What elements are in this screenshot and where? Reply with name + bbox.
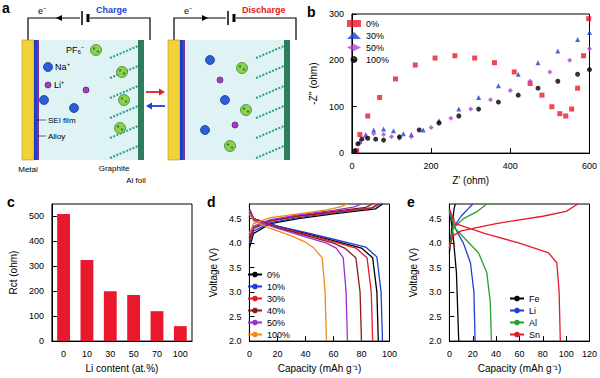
svg-text:60: 60: [514, 349, 524, 359]
svg-text:2.0: 2.0: [429, 336, 442, 346]
svg-text:Rct (ohm): Rct (ohm): [8, 251, 19, 295]
svg-text:Voltage (V): Voltage (V): [208, 248, 219, 297]
svg-text:80: 80: [538, 349, 548, 359]
svg-text:Na⁺: Na⁺: [55, 62, 70, 72]
svg-text:Metal: Metal: [18, 165, 38, 174]
svg-text:3.0: 3.0: [429, 287, 442, 297]
svg-text:600: 600: [582, 161, 597, 171]
svg-text:100%: 100%: [366, 55, 389, 65]
svg-text:SEI film: SEI film: [48, 116, 76, 125]
svg-text:500: 500: [29, 211, 44, 221]
svg-text:e⁻: e⁻: [38, 6, 46, 16]
svg-text:e: e: [407, 194, 415, 210]
svg-text:0%: 0%: [366, 19, 379, 29]
svg-text:20: 20: [468, 349, 478, 359]
svg-text:120: 120: [582, 349, 597, 359]
svg-text:Sn: Sn: [529, 330, 540, 340]
svg-text:50: 50: [129, 349, 139, 359]
svg-text:-Z'' (ohm): -Z'' (ohm): [308, 62, 319, 104]
svg-text:400: 400: [29, 236, 44, 246]
svg-text:50%: 50%: [366, 43, 384, 53]
svg-text:0: 0: [247, 349, 252, 359]
svg-text:Capacity (mAh g⁻¹): Capacity (mAh g⁻¹): [278, 363, 362, 374]
svg-text:Fe: Fe: [529, 294, 540, 304]
svg-text:30%: 30%: [366, 31, 384, 41]
svg-text:Al foil: Al foil: [126, 176, 146, 185]
svg-text:Li content (at.%): Li content (at.%): [86, 363, 159, 374]
svg-text:Li: Li: [529, 306, 536, 316]
svg-text:70: 70: [152, 349, 162, 359]
svg-text:0: 0: [447, 349, 452, 359]
svg-text:Discharge: Discharge: [242, 5, 286, 15]
svg-text:3.5: 3.5: [429, 263, 442, 273]
svg-text:50%: 50%: [267, 318, 285, 328]
svg-text:40%: 40%: [267, 306, 285, 316]
svg-text:d: d: [207, 194, 216, 210]
svg-text:4.5: 4.5: [429, 214, 442, 224]
svg-text:2.0: 2.0: [229, 336, 242, 346]
svg-text:200: 200: [424, 161, 439, 171]
svg-text:40: 40: [491, 349, 501, 359]
svg-text:2.5: 2.5: [229, 312, 242, 322]
svg-text:10%: 10%: [267, 282, 285, 292]
svg-text:4.0: 4.0: [229, 238, 242, 248]
svg-text:10: 10: [82, 349, 92, 359]
svg-text:2.5: 2.5: [429, 312, 442, 322]
svg-text:40: 40: [300, 349, 310, 359]
svg-text:4.5: 4.5: [229, 214, 242, 224]
svg-text:30: 30: [105, 349, 115, 359]
svg-text:e⁻: e⁻: [184, 6, 192, 16]
svg-text:Graphite: Graphite: [99, 164, 130, 173]
svg-text:100: 100: [559, 349, 574, 359]
svg-text:a: a: [2, 0, 10, 16]
svg-text:100: 100: [173, 349, 188, 359]
svg-text:300: 300: [329, 9, 344, 19]
svg-text:Voltage (V): Voltage (V): [408, 248, 419, 297]
svg-text:Capacity (mAh g⁻¹): Capacity (mAh g⁻¹): [478, 363, 562, 374]
svg-text:Li⁺: Li⁺: [54, 80, 64, 90]
svg-text:0: 0: [349, 161, 354, 171]
svg-text:Z' (ohm): Z' (ohm): [452, 175, 489, 186]
svg-text:Charge: Charge: [96, 5, 127, 15]
svg-text:80: 80: [356, 349, 366, 359]
svg-text:0: 0: [61, 349, 66, 359]
svg-text:4.0: 4.0: [429, 238, 442, 248]
svg-text:100: 100: [29, 311, 44, 321]
svg-text:Alloy: Alloy: [48, 132, 65, 141]
svg-text:3.0: 3.0: [229, 287, 242, 297]
svg-text:3.5: 3.5: [229, 263, 242, 273]
svg-text:100: 100: [329, 102, 344, 112]
svg-text:300: 300: [29, 261, 44, 271]
svg-text:100: 100: [382, 349, 397, 359]
svg-text:100%: 100%: [267, 330, 290, 340]
svg-text:0: 0: [339, 148, 344, 158]
svg-text:200: 200: [29, 286, 44, 296]
svg-text:0%: 0%: [267, 270, 280, 280]
svg-text:20: 20: [272, 349, 282, 359]
svg-text:400: 400: [503, 161, 518, 171]
svg-text:30%: 30%: [267, 294, 285, 304]
svg-text:b: b: [307, 4, 316, 20]
svg-text:60: 60: [328, 349, 338, 359]
svg-text:Al: Al: [529, 318, 537, 328]
svg-text:PF₆⁻: PF₆⁻: [66, 45, 84, 55]
svg-text:0: 0: [39, 336, 44, 346]
svg-text:c: c: [7, 194, 15, 210]
svg-text:200: 200: [329, 55, 344, 65]
